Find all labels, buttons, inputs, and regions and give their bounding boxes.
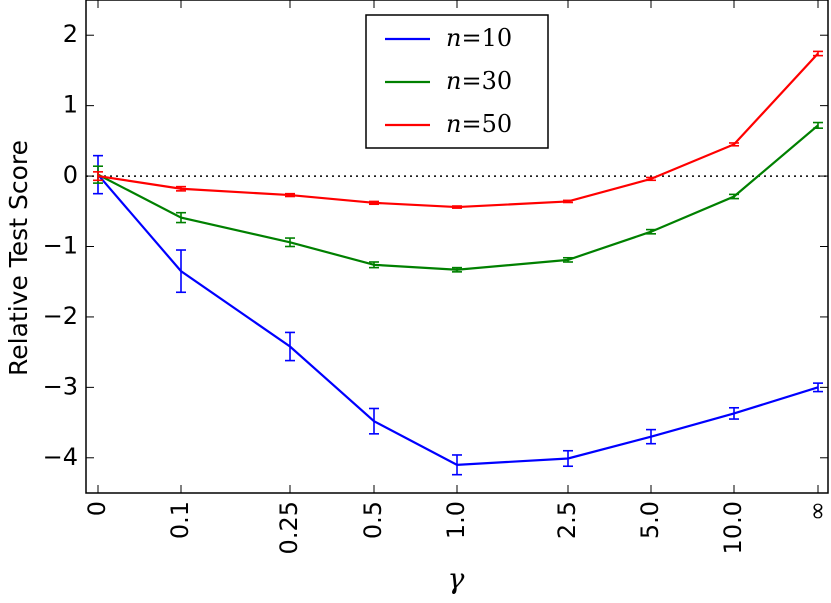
series-n=50 — [93, 50, 823, 209]
series-line — [97, 124, 819, 271]
x-tick-label: 2.5 — [553, 501, 581, 539]
legend-label: n=30 — [446, 67, 512, 95]
legend: n=10 n=30 n=50 — [365, 14, 549, 149]
x-axis: 0 0.1 0.25 0.5 1.0 2.5 5.0 10.0 ∞ — [83, 0, 831, 554]
y-tick-label: −3 — [43, 372, 78, 400]
x-tick-label: 0 — [83, 501, 111, 516]
plot-area — [85, 0, 829, 494]
y-tick-label: −1 — [43, 232, 78, 260]
series-line — [97, 173, 819, 466]
series-line — [97, 52, 819, 209]
series-n=10 — [93, 154, 823, 476]
y-axis-label: Relative Test Score — [4, 140, 33, 376]
y-axis: 2 1 0 −1 −2 −3 −4 — [43, 20, 828, 471]
x-tick-label: 0.5 — [359, 501, 387, 539]
x-tick-label: 0.25 — [275, 501, 303, 554]
legend-label: n=10 — [446, 24, 512, 52]
x-axis-label: γ — [448, 562, 465, 595]
x-tick-label: 5.0 — [636, 501, 664, 539]
x-tick-label: 1.0 — [442, 501, 470, 539]
y-tick-label: −2 — [43, 302, 78, 330]
x-tick-label: 10.0 — [719, 501, 747, 554]
y-tick-label: −4 — [43, 443, 78, 471]
x-tick-label: 0.1 — [166, 501, 194, 539]
y-tick-label: 1 — [63, 91, 78, 119]
x-tick-label: ∞ — [803, 501, 831, 521]
y-tick-label: 2 — [63, 20, 78, 48]
legend-label: n=50 — [446, 110, 512, 138]
y-tick-label: 0 — [63, 161, 78, 189]
